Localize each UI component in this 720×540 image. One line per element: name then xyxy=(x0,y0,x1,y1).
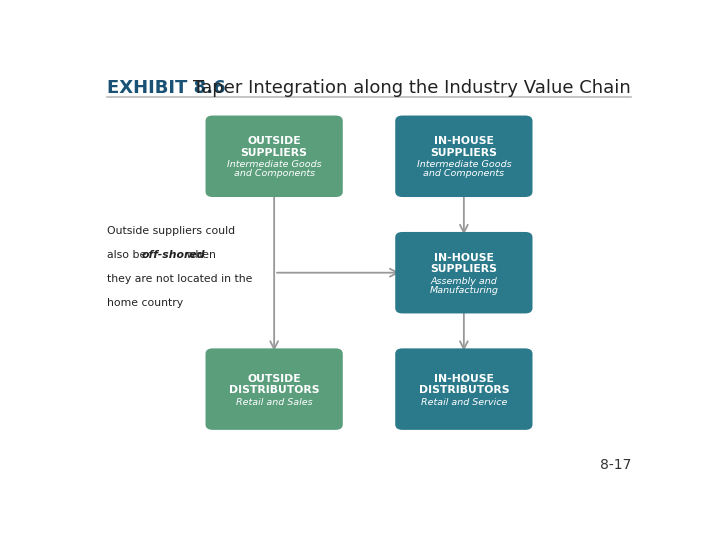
Text: OUTSIDE: OUTSIDE xyxy=(248,136,301,146)
Text: when: when xyxy=(183,250,216,260)
Text: SUPPLIERS: SUPPLIERS xyxy=(240,148,307,158)
Text: Retail and Sales: Retail and Sales xyxy=(236,397,312,407)
Text: EXHIBIT 8.6: EXHIBIT 8.6 xyxy=(107,79,225,97)
Text: and Components: and Components xyxy=(423,169,505,178)
FancyBboxPatch shape xyxy=(205,116,343,197)
Text: IN-HOUSE: IN-HOUSE xyxy=(434,374,494,384)
Text: OUTSIDE: OUTSIDE xyxy=(248,374,301,384)
Text: Assembly and: Assembly and xyxy=(431,276,498,286)
Text: Outside suppliers could: Outside suppliers could xyxy=(107,226,235,236)
Text: DISTRIBUTORS: DISTRIBUTORS xyxy=(418,386,509,395)
Text: SUPPLIERS: SUPPLIERS xyxy=(431,265,498,274)
FancyBboxPatch shape xyxy=(205,348,343,430)
FancyBboxPatch shape xyxy=(395,116,533,197)
Text: IN-HOUSE: IN-HOUSE xyxy=(434,253,494,263)
Text: Retail and Service: Retail and Service xyxy=(420,397,507,407)
Text: Intermediate Goods: Intermediate Goods xyxy=(227,160,321,169)
Text: IN-HOUSE: IN-HOUSE xyxy=(434,136,494,146)
Text: and Components: and Components xyxy=(233,169,315,178)
Text: DISTRIBUTORS: DISTRIBUTORS xyxy=(229,386,320,395)
Text: 8-17: 8-17 xyxy=(600,458,631,472)
FancyBboxPatch shape xyxy=(395,232,533,313)
Text: off-shored: off-shored xyxy=(141,250,204,260)
Text: they are not located in the: they are not located in the xyxy=(107,274,252,285)
Text: also be: also be xyxy=(107,250,150,260)
Text: Taper Integration along the Industry Value Chain: Taper Integration along the Industry Val… xyxy=(193,79,631,97)
Text: Manufacturing: Manufacturing xyxy=(429,286,498,295)
FancyBboxPatch shape xyxy=(395,348,533,430)
Text: SUPPLIERS: SUPPLIERS xyxy=(431,148,498,158)
Text: home country: home country xyxy=(107,299,183,308)
Text: Intermediate Goods: Intermediate Goods xyxy=(417,160,511,169)
